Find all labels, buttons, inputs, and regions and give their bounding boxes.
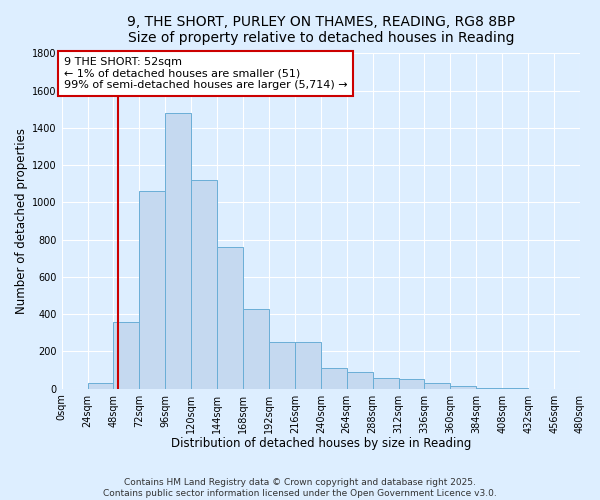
Bar bbox=[166, 113, 191, 388]
Bar bbox=[347, 372, 373, 388]
Title: 9, THE SHORT, PURLEY ON THAMES, READING, RG8 8BP
Size of property relative to de: 9, THE SHORT, PURLEY ON THAMES, READING,… bbox=[127, 15, 515, 45]
Bar bbox=[398, 380, 424, 388]
Bar bbox=[269, 342, 295, 388]
Bar bbox=[191, 180, 217, 388]
Bar bbox=[321, 368, 347, 388]
Bar bbox=[424, 383, 451, 388]
Y-axis label: Number of detached properties: Number of detached properties bbox=[15, 128, 28, 314]
Bar bbox=[88, 383, 113, 388]
Bar bbox=[217, 247, 243, 388]
Bar bbox=[373, 378, 398, 388]
Bar bbox=[139, 191, 166, 388]
Text: Contains HM Land Registry data © Crown copyright and database right 2025.
Contai: Contains HM Land Registry data © Crown c… bbox=[103, 478, 497, 498]
Bar bbox=[295, 342, 321, 388]
Bar bbox=[451, 386, 476, 388]
Text: 9 THE SHORT: 52sqm
← 1% of detached houses are smaller (51)
99% of semi-detached: 9 THE SHORT: 52sqm ← 1% of detached hous… bbox=[64, 57, 347, 90]
Bar bbox=[243, 308, 269, 388]
Bar bbox=[113, 322, 139, 388]
X-axis label: Distribution of detached houses by size in Reading: Distribution of detached houses by size … bbox=[170, 437, 471, 450]
